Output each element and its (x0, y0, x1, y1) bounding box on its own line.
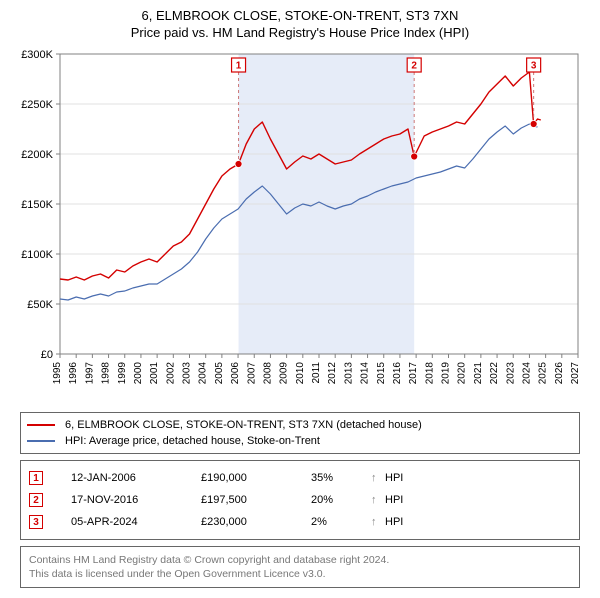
x-tick-label: 2019 (441, 362, 452, 385)
y-tick-label: £100K (21, 249, 53, 261)
event-marker-box: 2 (29, 493, 43, 507)
x-tick-label: 2000 (133, 362, 144, 385)
x-tick-label: 2008 (262, 362, 273, 385)
event-marker-label: 3 (531, 61, 537, 72)
legend-label: HPI: Average price, detached house, Stok… (65, 435, 320, 447)
legend-box: 6, ELMBROOK CLOSE, STOKE-ON-TRENT, ST3 7… (20, 412, 580, 454)
x-tick-label: 1997 (84, 362, 95, 385)
x-tick-label: 2017 (408, 362, 419, 385)
arrow-up-icon: ↑ (371, 494, 385, 506)
title-subtitle: Price paid vs. HM Land Registry's House … (12, 25, 588, 40)
y-tick-label: £250K (21, 99, 53, 111)
arrow-up-icon: ↑ (371, 516, 385, 528)
event-price: £190,000 (201, 472, 311, 484)
x-tick-label: 2001 (149, 362, 160, 385)
x-tick-label: 2010 (295, 362, 306, 385)
x-tick-label: 1999 (117, 362, 128, 385)
x-tick-label: 2025 (538, 362, 549, 385)
x-tick-label: 2021 (473, 362, 484, 385)
event-marker-label: 2 (411, 61, 417, 72)
x-tick-label: 2003 (182, 362, 193, 385)
event-hpi-label: HPI (385, 516, 403, 528)
legend-swatch (27, 440, 55, 442)
event-date: 17-NOV-2016 (71, 494, 201, 506)
x-tick-label: 2015 (376, 362, 387, 385)
event-date: 05-APR-2024 (71, 516, 201, 528)
x-tick-label: 2013 (343, 362, 354, 385)
y-tick-label: £200K (21, 149, 53, 161)
x-tick-label: 2018 (424, 362, 435, 385)
x-tick-label: 2020 (457, 362, 468, 385)
legend-row: HPI: Average price, detached house, Stok… (27, 433, 573, 449)
event-hpi-label: HPI (385, 494, 403, 506)
x-tick-label: 2022 (489, 362, 500, 385)
chart-svg: £0 £50K £100K £150K £200K £250K £300K 1995 1996 1… (12, 46, 588, 406)
x-tick-label: 1996 (68, 362, 79, 385)
attribution-box: Contains HM Land Registry data © Crown c… (20, 546, 580, 588)
x-tick-label: 2004 (198, 362, 209, 385)
x-tick-label: 2027 (570, 362, 581, 385)
attribution-line-2: This data is licensed under the Open Gov… (29, 567, 571, 581)
x-tick-label: 2023 (505, 362, 516, 385)
event-marker-box: 3 (29, 515, 43, 529)
x-tick-label: 2012 (327, 362, 338, 385)
event-pct: 2% (311, 516, 371, 528)
event-row: 3 05-APR-2024£230,0002%↑HPI (29, 511, 571, 533)
y-tick-label: £300K (21, 49, 53, 61)
event-hpi-label: HPI (385, 472, 403, 484)
legend-label: 6, ELMBROOK CLOSE, STOKE-ON-TRENT, ST3 7… (65, 419, 422, 431)
event-pct: 35% (311, 472, 371, 484)
x-tick-label: 1995 (52, 362, 63, 385)
y-tick-label: £50K (27, 299, 53, 311)
attribution-line-1: Contains HM Land Registry data © Crown c… (29, 553, 571, 567)
y-tick-label: £0 (41, 349, 53, 361)
x-tick-label: 2014 (360, 362, 371, 385)
title-address: 6, ELMBROOK CLOSE, STOKE-ON-TRENT, ST3 7… (12, 8, 588, 23)
x-tick-label: 2009 (279, 362, 290, 385)
event-row: 2 17-NOV-2016£197,50020%↑HPI (29, 489, 571, 511)
x-tick-label: 2024 (521, 362, 532, 385)
x-tick-label: 2006 (230, 362, 241, 385)
event-price: £230,000 (201, 516, 311, 528)
legend-row: 6, ELMBROOK CLOSE, STOKE-ON-TRENT, ST3 7… (27, 417, 573, 433)
arrow-up-icon: ↑ (371, 472, 385, 484)
event-date: 12-JAN-2006 (71, 472, 201, 484)
event-row: 1 12-JAN-2006£190,00035%↑HPI (29, 467, 571, 489)
chart-area: £0 £50K £100K £150K £200K £250K £300K 1995 1996 1… (12, 46, 588, 406)
event-marker-box: 1 (29, 471, 43, 485)
chart-container: 6, ELMBROOK CLOSE, STOKE-ON-TRENT, ST3 7… (0, 0, 600, 598)
event-price: £197,500 (201, 494, 311, 506)
event-marker-label: 1 (236, 61, 242, 72)
x-tick-label: 2016 (392, 362, 403, 385)
y-tick-label: £150K (21, 199, 53, 211)
x-tick-label: 2026 (554, 362, 565, 385)
event-pct: 20% (311, 494, 371, 506)
title-block: 6, ELMBROOK CLOSE, STOKE-ON-TRENT, ST3 7… (12, 8, 588, 40)
x-tick-label: 2007 (246, 362, 257, 385)
x-tick-label: 1998 (101, 362, 112, 385)
x-tick-label: 2011 (311, 362, 322, 384)
events-table: 112-JAN-2006£190,00035%↑HPI217-NOV-2016£… (20, 460, 580, 540)
legend-swatch (27, 424, 55, 426)
x-tick-label: 2002 (165, 362, 176, 385)
x-tick-label: 2005 (214, 362, 225, 385)
